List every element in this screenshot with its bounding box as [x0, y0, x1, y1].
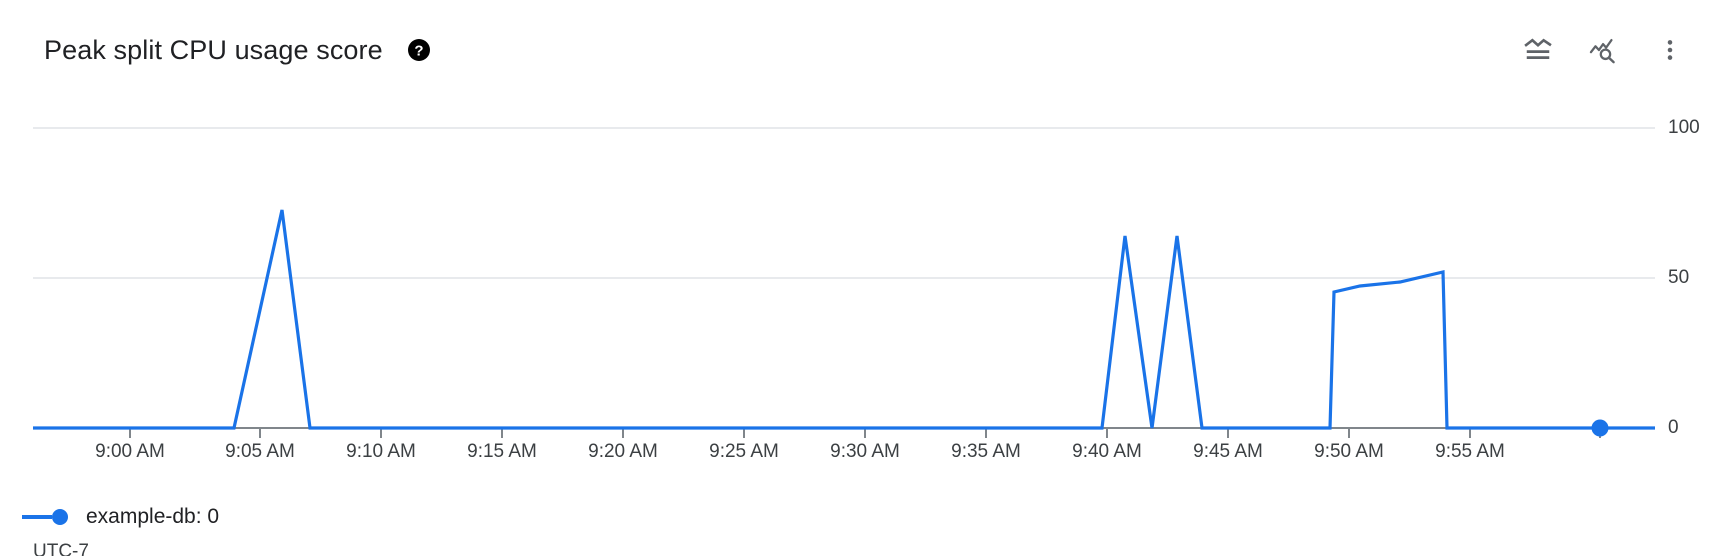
xtick-label-11: 9:55 AM [1435, 441, 1505, 462]
series-end-marker [1591, 419, 1628, 437]
xtick-label-9: 9:45 AM [1193, 441, 1263, 462]
chart-legend: example-db: 0 [20, 505, 219, 529]
title-group: Peak split CPU usage score ? [44, 35, 431, 66]
help-filled-icon[interactable]: ? [407, 38, 431, 62]
legend-toggle-icon[interactable] [1522, 34, 1554, 66]
legend-label: example-db: 0 [86, 505, 220, 528]
xtick-label-0: 9:00 AM [95, 441, 165, 462]
ytick-label-0: 0 [1668, 417, 1679, 438]
legend-item-example-db[interactable]: example-db: 0 [20, 505, 219, 529]
xtick-label-5: 9:25 AM [709, 441, 779, 462]
xtick-label-1: 9:05 AM [225, 441, 295, 462]
more-options-icon[interactable] [1654, 34, 1686, 66]
xtick-label-8: 9:40 AM [1072, 441, 1142, 462]
header-actions [1522, 34, 1686, 66]
xtick-label-4: 9:20 AM [588, 441, 658, 462]
page-title: Peak split CPU usage score [44, 34, 383, 65]
xtick-label-6: 9:30 AM [830, 441, 900, 462]
ytick-label-100: 100 [1668, 117, 1700, 138]
chart-header: Peak split CPU usage score ? [0, 0, 1710, 100]
xtick-label-2: 9:10 AM [346, 441, 416, 462]
xtick-label-3: 9:15 AM [467, 441, 537, 462]
xtick-label-7: 9:35 AM [951, 441, 1021, 462]
svg-text:?: ? [414, 43, 423, 60]
timezone-label: UTC-7 [33, 541, 89, 556]
xtick-label-10: 9:50 AM [1314, 441, 1384, 462]
chart-canvas[interactable] [0, 100, 1710, 490]
gridlines [33, 127, 1655, 279]
ytick-label-50: 50 [1668, 267, 1690, 288]
legend-swatch-icon [20, 508, 72, 526]
plot-area[interactable]: 100 50 0 9:00 AM 9:05 AM 9:10 AM 9:15 AM… [0, 100, 1710, 556]
inspect-chart-icon[interactable] [1588, 34, 1620, 66]
series-line-example-db [33, 209, 1655, 430]
